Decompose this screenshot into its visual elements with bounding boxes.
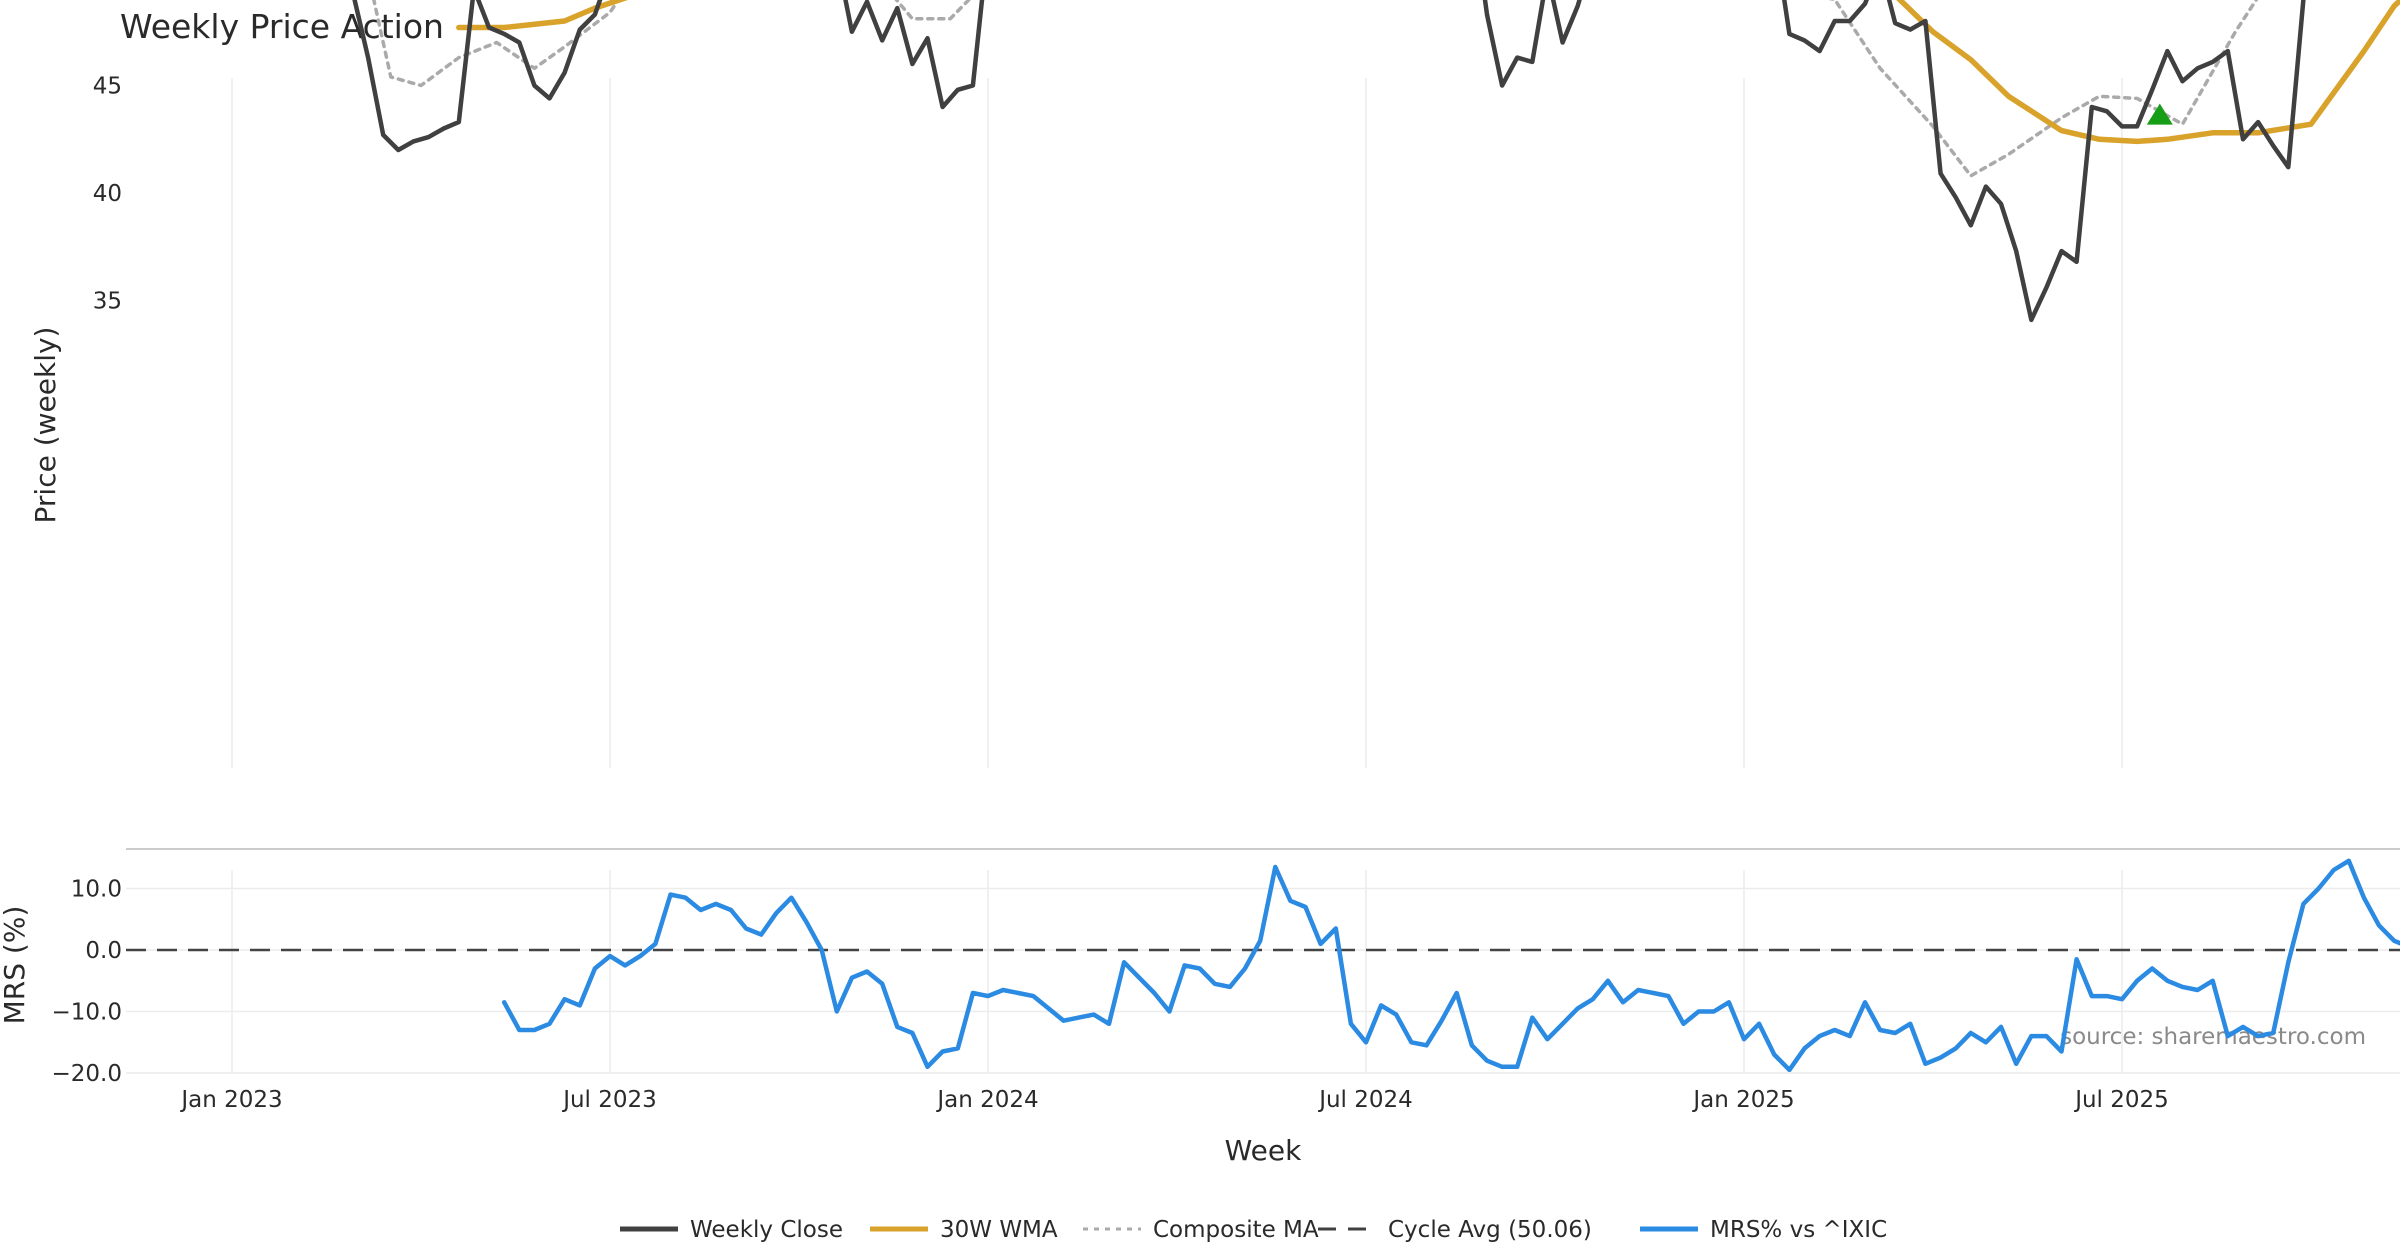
chart-title: Weekly Price Action <box>120 7 444 46</box>
x-tick-label: Jul 2025 <box>2073 1087 2169 1113</box>
mrs-series-group <box>126 858 2400 1073</box>
legend-label: Weekly Close <box>690 1217 843 1243</box>
mrs-y-tick-label: −10.0 <box>52 1000 122 1026</box>
legend-label: Composite MA <box>1153 1217 1319 1243</box>
source-note: source: sharemaestro.com <box>2060 1024 2366 1050</box>
x-tick-label: Jan 2025 <box>1691 1087 1794 1113</box>
buy-signal-marker <box>2146 103 2173 125</box>
mrs-y-tick-label: 0.0 <box>85 938 122 964</box>
x-tick-label: Jul 2024 <box>1317 1087 1413 1113</box>
mrs-line <box>501 858 2400 1073</box>
weekly-close-line <box>352 0 2306 323</box>
price-axis-label: Price (weekly) <box>29 327 62 524</box>
composite-ma-line <box>372 0 2259 178</box>
mrs-y-tick-label: 10.0 <box>71 877 122 903</box>
x-tick-labels: Jan 2023 Jul 2023 Jan 2024 Jul 2024 Jan 2025… <box>179 1087 2168 1113</box>
price-grid: 354045505560 <box>93 74 2123 768</box>
x-tick-label: Jul 2023 <box>561 1087 657 1113</box>
wma-30w-line <box>456 0 2400 145</box>
mrs-y-tick-label: −20.0 <box>52 1061 122 1087</box>
legend: Weekly Close 30W WMA Composite MA Cycle Avg… <box>620 1217 1887 1243</box>
price-y-tick-label: 35 <box>93 289 122 315</box>
legend-label: 30W WMA <box>940 1217 1058 1243</box>
price-y-tick-label: 45 <box>93 74 122 100</box>
x-axis-label: Week <box>1225 1134 1302 1167</box>
price-series-group <box>352 0 2400 323</box>
x-tick-label: Jan 2023 <box>179 1087 282 1113</box>
price-y-tick-label: 40 <box>93 181 122 207</box>
mrs-grid: −20.0 −10.0 0.0 10.0 <box>52 870 2400 1087</box>
x-tick-label: Jan 2024 <box>935 1087 1038 1113</box>
legend-label: Cycle Avg (50.06) <box>1388 1217 1592 1243</box>
mrs-axis-label: MRS (%) <box>0 906 31 1025</box>
signal-markers <box>2146 103 2173 125</box>
legend-label: MRS% vs ^IXIC <box>1710 1217 1887 1243</box>
